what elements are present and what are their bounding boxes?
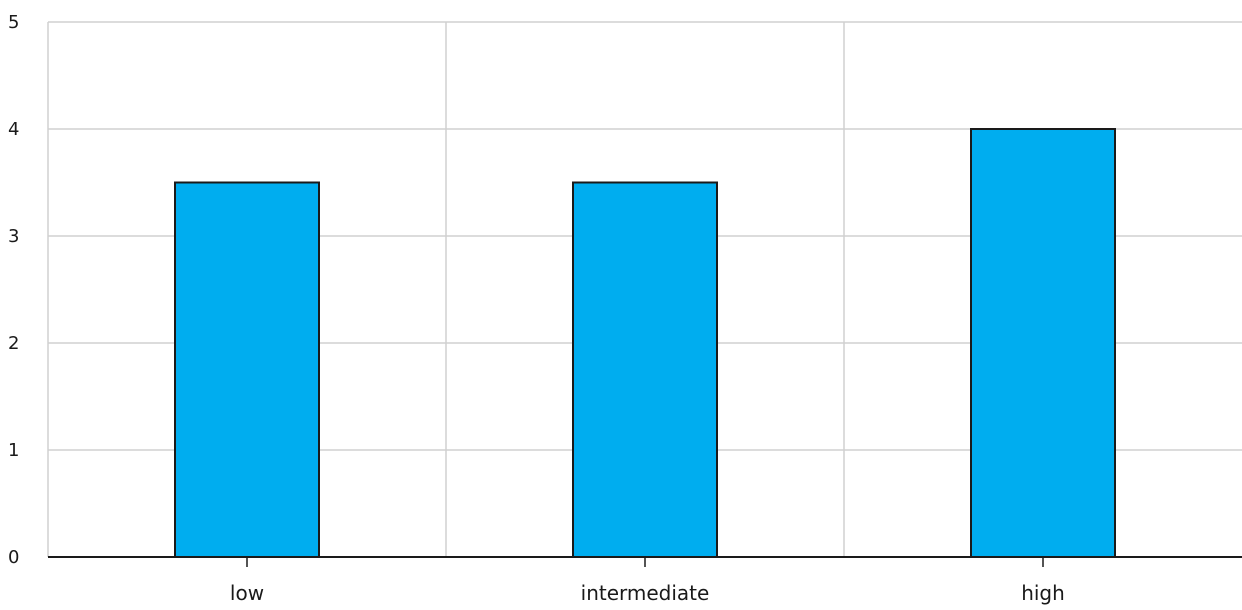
bars bbox=[174, 128, 1116, 558]
y-tick-label: 0 bbox=[8, 547, 19, 568]
y-tick-label: 2 bbox=[8, 333, 19, 354]
bar-intermediate bbox=[572, 181, 718, 558]
axes bbox=[48, 556, 1242, 567]
bar-high bbox=[970, 128, 1116, 558]
y-tick-label: 3 bbox=[8, 226, 19, 247]
x-tick-label: high bbox=[1021, 581, 1065, 605]
y-tick-label: 5 bbox=[8, 12, 19, 33]
x-tick-label: low bbox=[230, 581, 264, 605]
bar-low bbox=[174, 181, 320, 558]
y-tick-label: 1 bbox=[8, 440, 19, 461]
x-tick-label: intermediate bbox=[581, 581, 710, 605]
y-tick-label: 4 bbox=[8, 119, 19, 140]
tick-labels: 0 1 2 3 4 5 low intermediate high bbox=[8, 12, 1065, 605]
